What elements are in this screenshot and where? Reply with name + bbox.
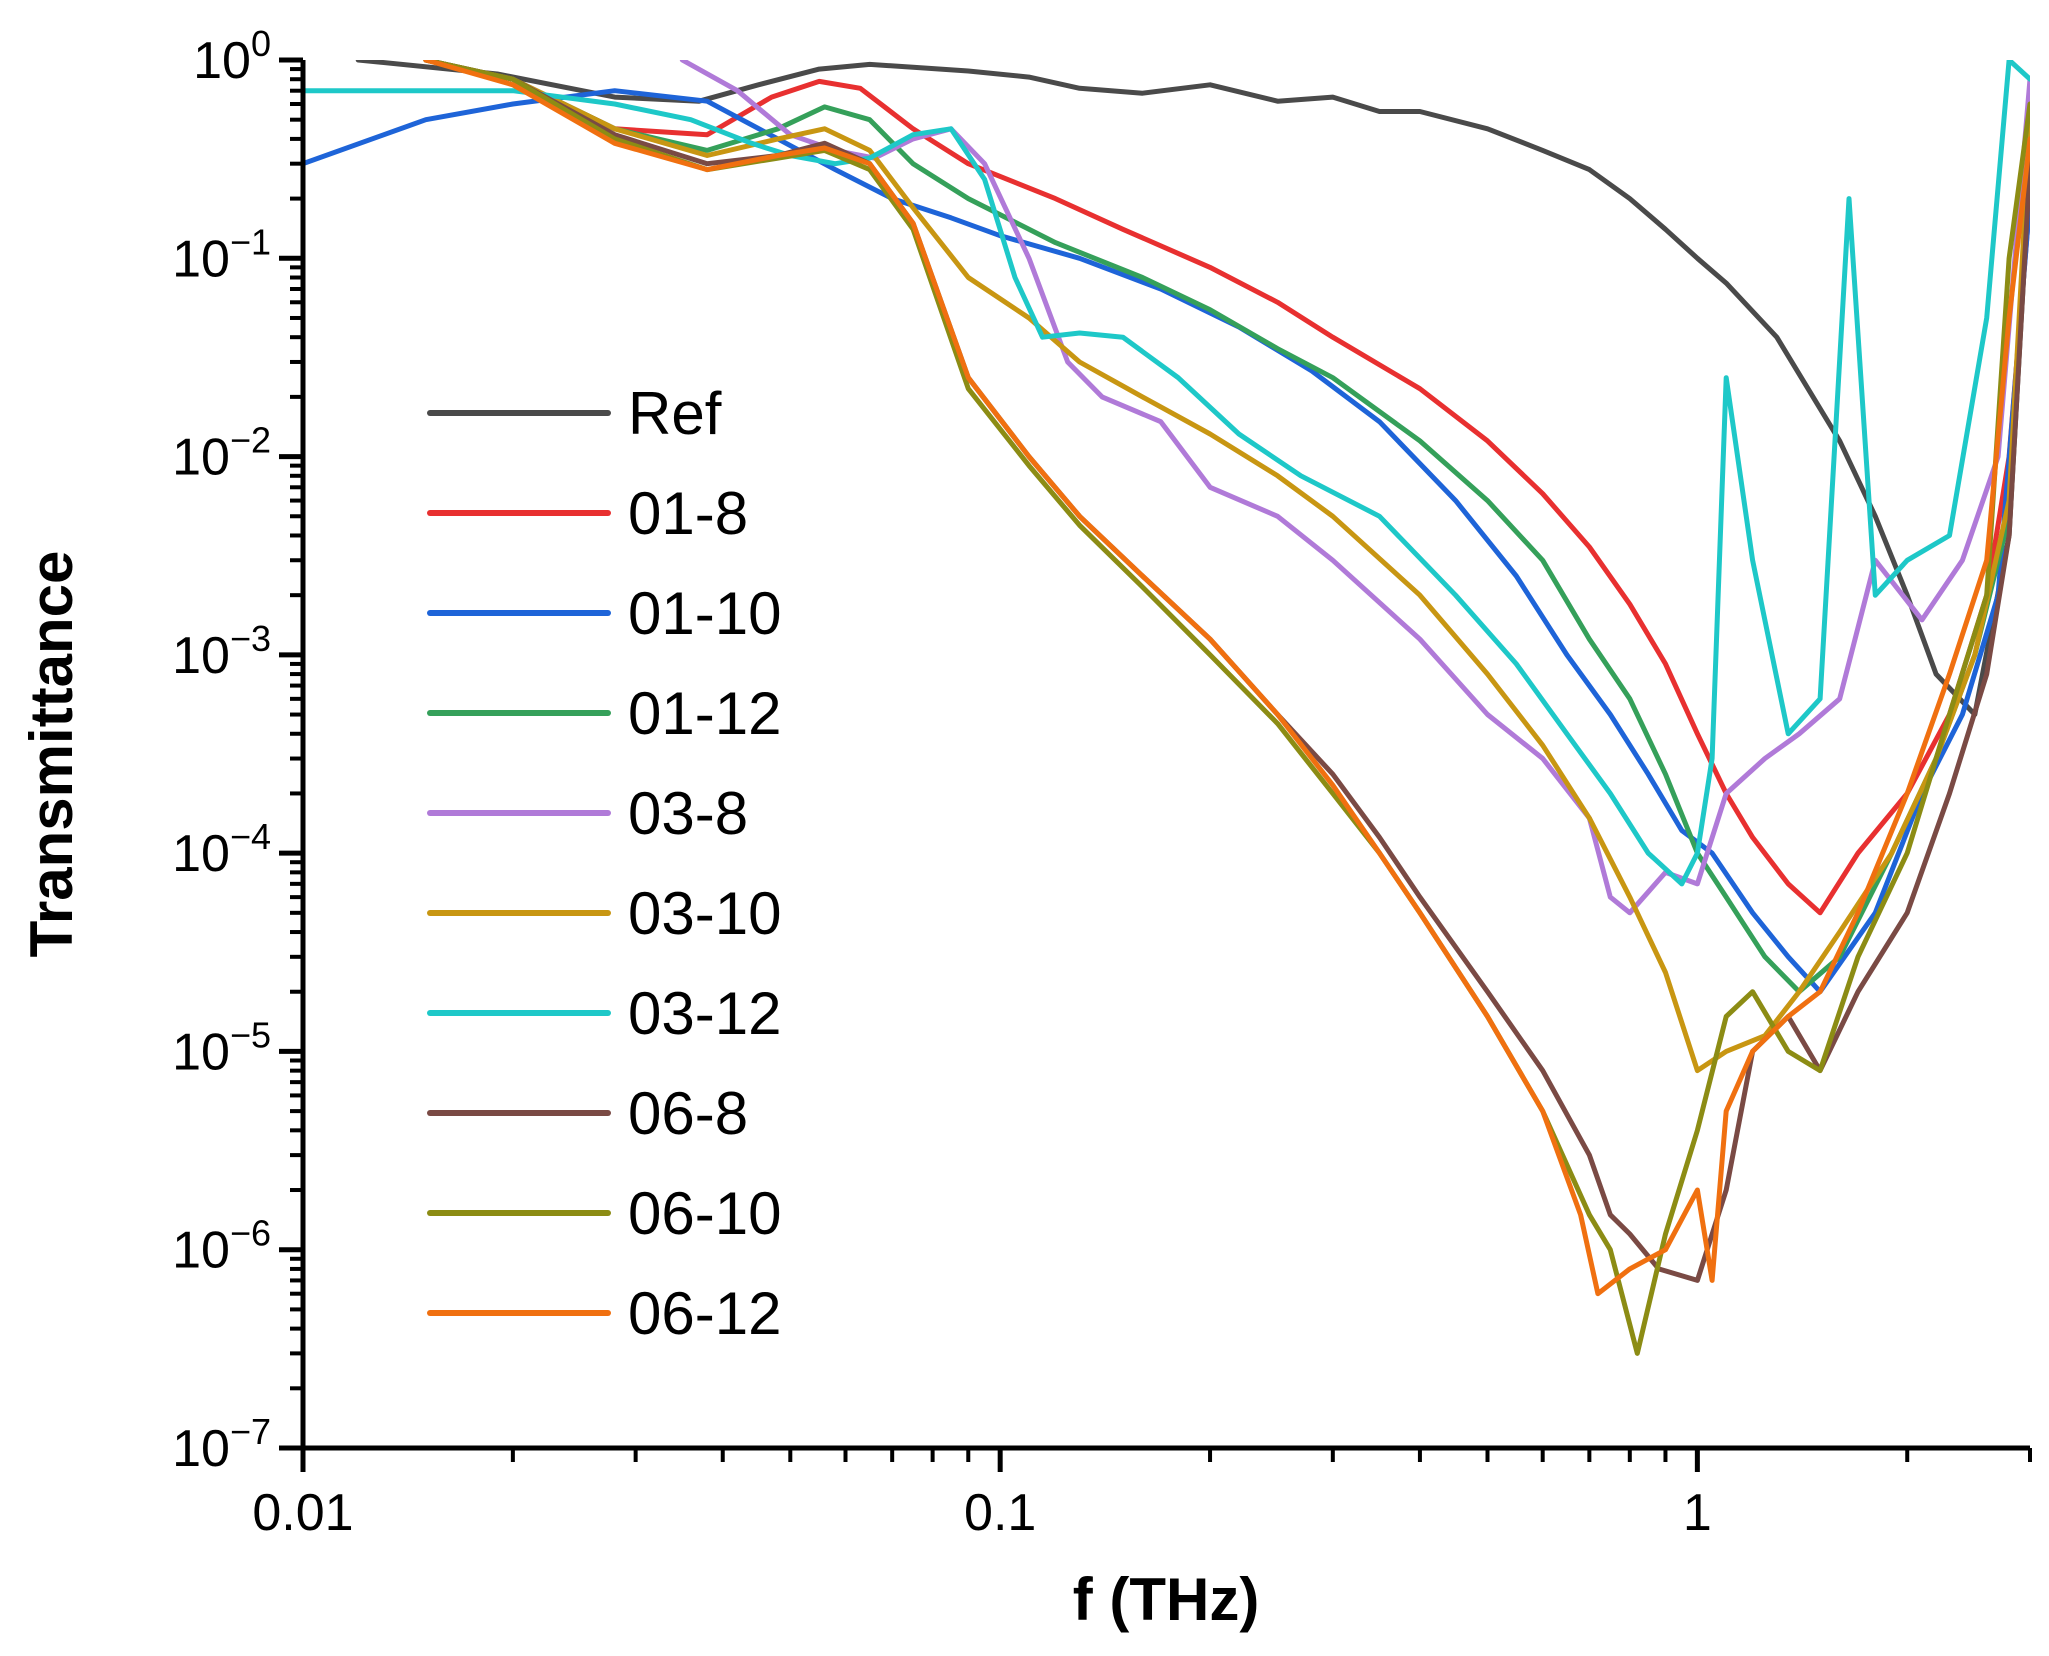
ticks-layer: 0.01 0.1 1 100 10−1 10−2 10−3 10−4 10−5 10−6 10−7 [172, 23, 2032, 1542]
legend-label-10: 06-12 [628, 1280, 781, 1347]
x-tick-label-3: 1 [1683, 1484, 1712, 1542]
x-tick-label-2: 0.1 [964, 1484, 1036, 1542]
legend-label-5: 03-8 [628, 780, 748, 847]
y-axis-title: Transmittance [18, 551, 85, 958]
series-line-7 [303, 60, 2030, 887]
series-line-1 [355, 60, 2030, 717]
legend-label-8: 06-8 [628, 1080, 748, 1147]
series-line-3 [303, 88, 2030, 995]
x-axis-title: f (THz) [1073, 1566, 1260, 1633]
series-line-6 [423, 60, 2030, 1074]
y-tick-label-5: 10−4 [172, 816, 271, 883]
legend-label-7: 03-12 [628, 980, 781, 1047]
y-tick-label-4: 10−3 [172, 618, 271, 685]
y-tick-label-2: 10−1 [172, 221, 271, 288]
x-tick-label-1: 0.01 [252, 1484, 353, 1542]
series-line-10 [423, 60, 2030, 1297]
y-tick-label-3: 10−2 [172, 420, 271, 487]
legend-label-4: 01-12 [628, 680, 781, 747]
series-line-4 [423, 60, 2030, 995]
y-tick-label-8: 10−7 [172, 1411, 271, 1478]
legend-label-9: 06-10 [628, 1180, 781, 1247]
legend-label-3: 01-10 [628, 580, 781, 647]
y-tick-label-6: 10−5 [172, 1014, 271, 1081]
series-layer [303, 60, 2030, 1356]
legend: Ref 01-8 01-10 01-12 03-8 03-10 03-12 06-8 06-10… [427, 380, 781, 1347]
legend-label-6: 03-10 [628, 880, 781, 947]
y-tick-label-7: 10−6 [172, 1213, 271, 1280]
legend-label-2: 01-8 [628, 480, 748, 547]
series-line-5 [679, 60, 2030, 916]
series-line-2 [423, 60, 2030, 916]
legend-label-1: Ref [628, 380, 722, 447]
y-tick-label-1: 100 [193, 23, 271, 90]
axes-layer [300, 60, 2030, 1451]
